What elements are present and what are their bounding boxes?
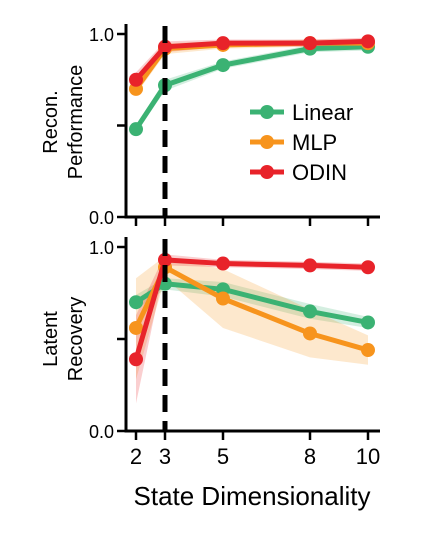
data-point-odin [129, 72, 143, 87]
legend-label-mlp: MLP [292, 130, 337, 155]
y-tick-label: 1.0 [89, 238, 114, 258]
y-axis-label: Latent [40, 311, 62, 367]
data-point-odin [216, 256, 230, 271]
legend: Linear MLP ODIN [250, 100, 353, 185]
recon-performance-panel: 0.0 1.0 Recon. Performance [40, 24, 380, 228]
legend-label-linear: Linear [292, 100, 353, 125]
data-point-mlp [361, 343, 375, 358]
data-point-odin [361, 260, 375, 275]
data-point-mlp [216, 291, 230, 306]
legend-marker-linear [260, 105, 274, 119]
data-point-odin [303, 258, 317, 273]
x-tick-label: 10 [356, 444, 380, 469]
data-point-linear [361, 315, 375, 330]
y-tick-label: 0.0 [89, 208, 114, 228]
latent-recovery-panel: 0.0 1.0 2 3 5 8 10 Latent Recovery [40, 237, 380, 469]
legend-label-odin: ODIN [292, 160, 347, 185]
data-point-mlp [129, 320, 143, 335]
data-point-linear [129, 122, 143, 137]
data-point-linear [303, 304, 317, 319]
y-tick-label: 0.0 [89, 422, 114, 442]
x-axis-label: State Dimensionality [134, 481, 371, 511]
data-point-odin [158, 39, 172, 54]
data-point-odin [361, 34, 375, 49]
data-point-odin [303, 36, 317, 51]
y-tick-label: 1.0 [89, 25, 114, 45]
legend-marker-odin [260, 165, 274, 179]
data-point-linear [216, 58, 230, 73]
x-tick-label: 5 [217, 444, 229, 469]
x-tick-label: 8 [304, 444, 316, 469]
data-point-odin [158, 252, 172, 267]
x-tick-label: 2 [130, 444, 142, 469]
y-axis-label: Recovery [65, 297, 87, 381]
y-axis-label: Performance [65, 65, 87, 180]
data-point-linear [129, 295, 143, 310]
legend-marker-mlp [260, 135, 274, 149]
data-point-odin [129, 352, 143, 367]
data-point-odin [216, 36, 230, 51]
data-point-mlp [303, 326, 317, 341]
x-tick-label: 3 [159, 444, 171, 469]
y-axis-label: Recon. [40, 90, 62, 153]
